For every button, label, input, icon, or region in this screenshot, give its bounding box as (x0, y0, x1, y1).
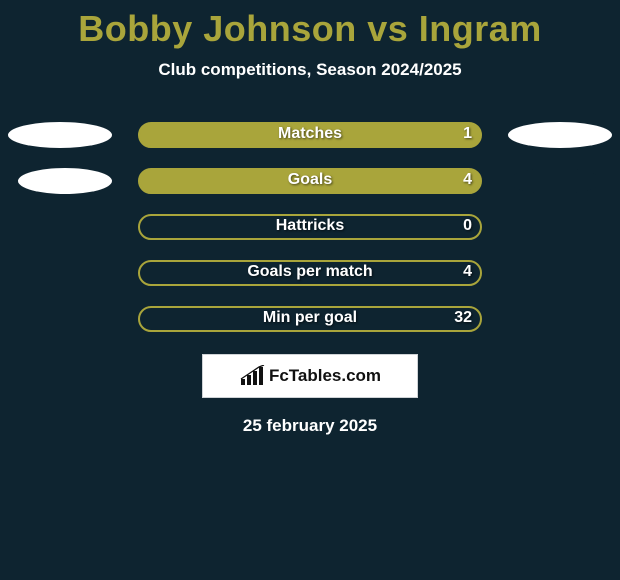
comparison-infographic: Bobby Johnson vs Ingram Club competition… (0, 0, 620, 580)
subtitle: Club competitions, Season 2024/2025 (0, 60, 620, 80)
stat-row-matches: Matches 1 (0, 122, 620, 148)
player1-marker-ellipse (8, 122, 112, 148)
stat-bar (138, 122, 482, 148)
logo-text: FcTables.com (269, 366, 381, 386)
stat-bars: Matches 1 Goals 4 Hattricks 0 Goals per … (0, 122, 620, 332)
logo-text-prefix: Fc (269, 366, 289, 385)
stat-bar (138, 306, 482, 332)
stat-bar (138, 214, 482, 240)
stat-row-min-per-goal: Min per goal 32 (0, 306, 620, 332)
stat-bar (138, 168, 482, 194)
stat-row-goals-per-match: Goals per match 4 (0, 260, 620, 286)
date-text: 25 february 2025 (0, 416, 620, 436)
stat-row-goals: Goals 4 (0, 168, 620, 194)
stat-row-hattricks: Hattricks 0 (0, 214, 620, 240)
player1-marker-ellipse (18, 168, 112, 194)
player2-marker-ellipse (508, 122, 612, 148)
logo-text-suffix: Tables.com (289, 366, 381, 385)
bar-chart-icon (239, 365, 265, 387)
player2-marker-ellipse (508, 168, 602, 194)
page-title: Bobby Johnson vs Ingram (0, 0, 620, 50)
stat-bar (138, 260, 482, 286)
fctables-logo[interactable]: FcTables.com (202, 354, 418, 398)
